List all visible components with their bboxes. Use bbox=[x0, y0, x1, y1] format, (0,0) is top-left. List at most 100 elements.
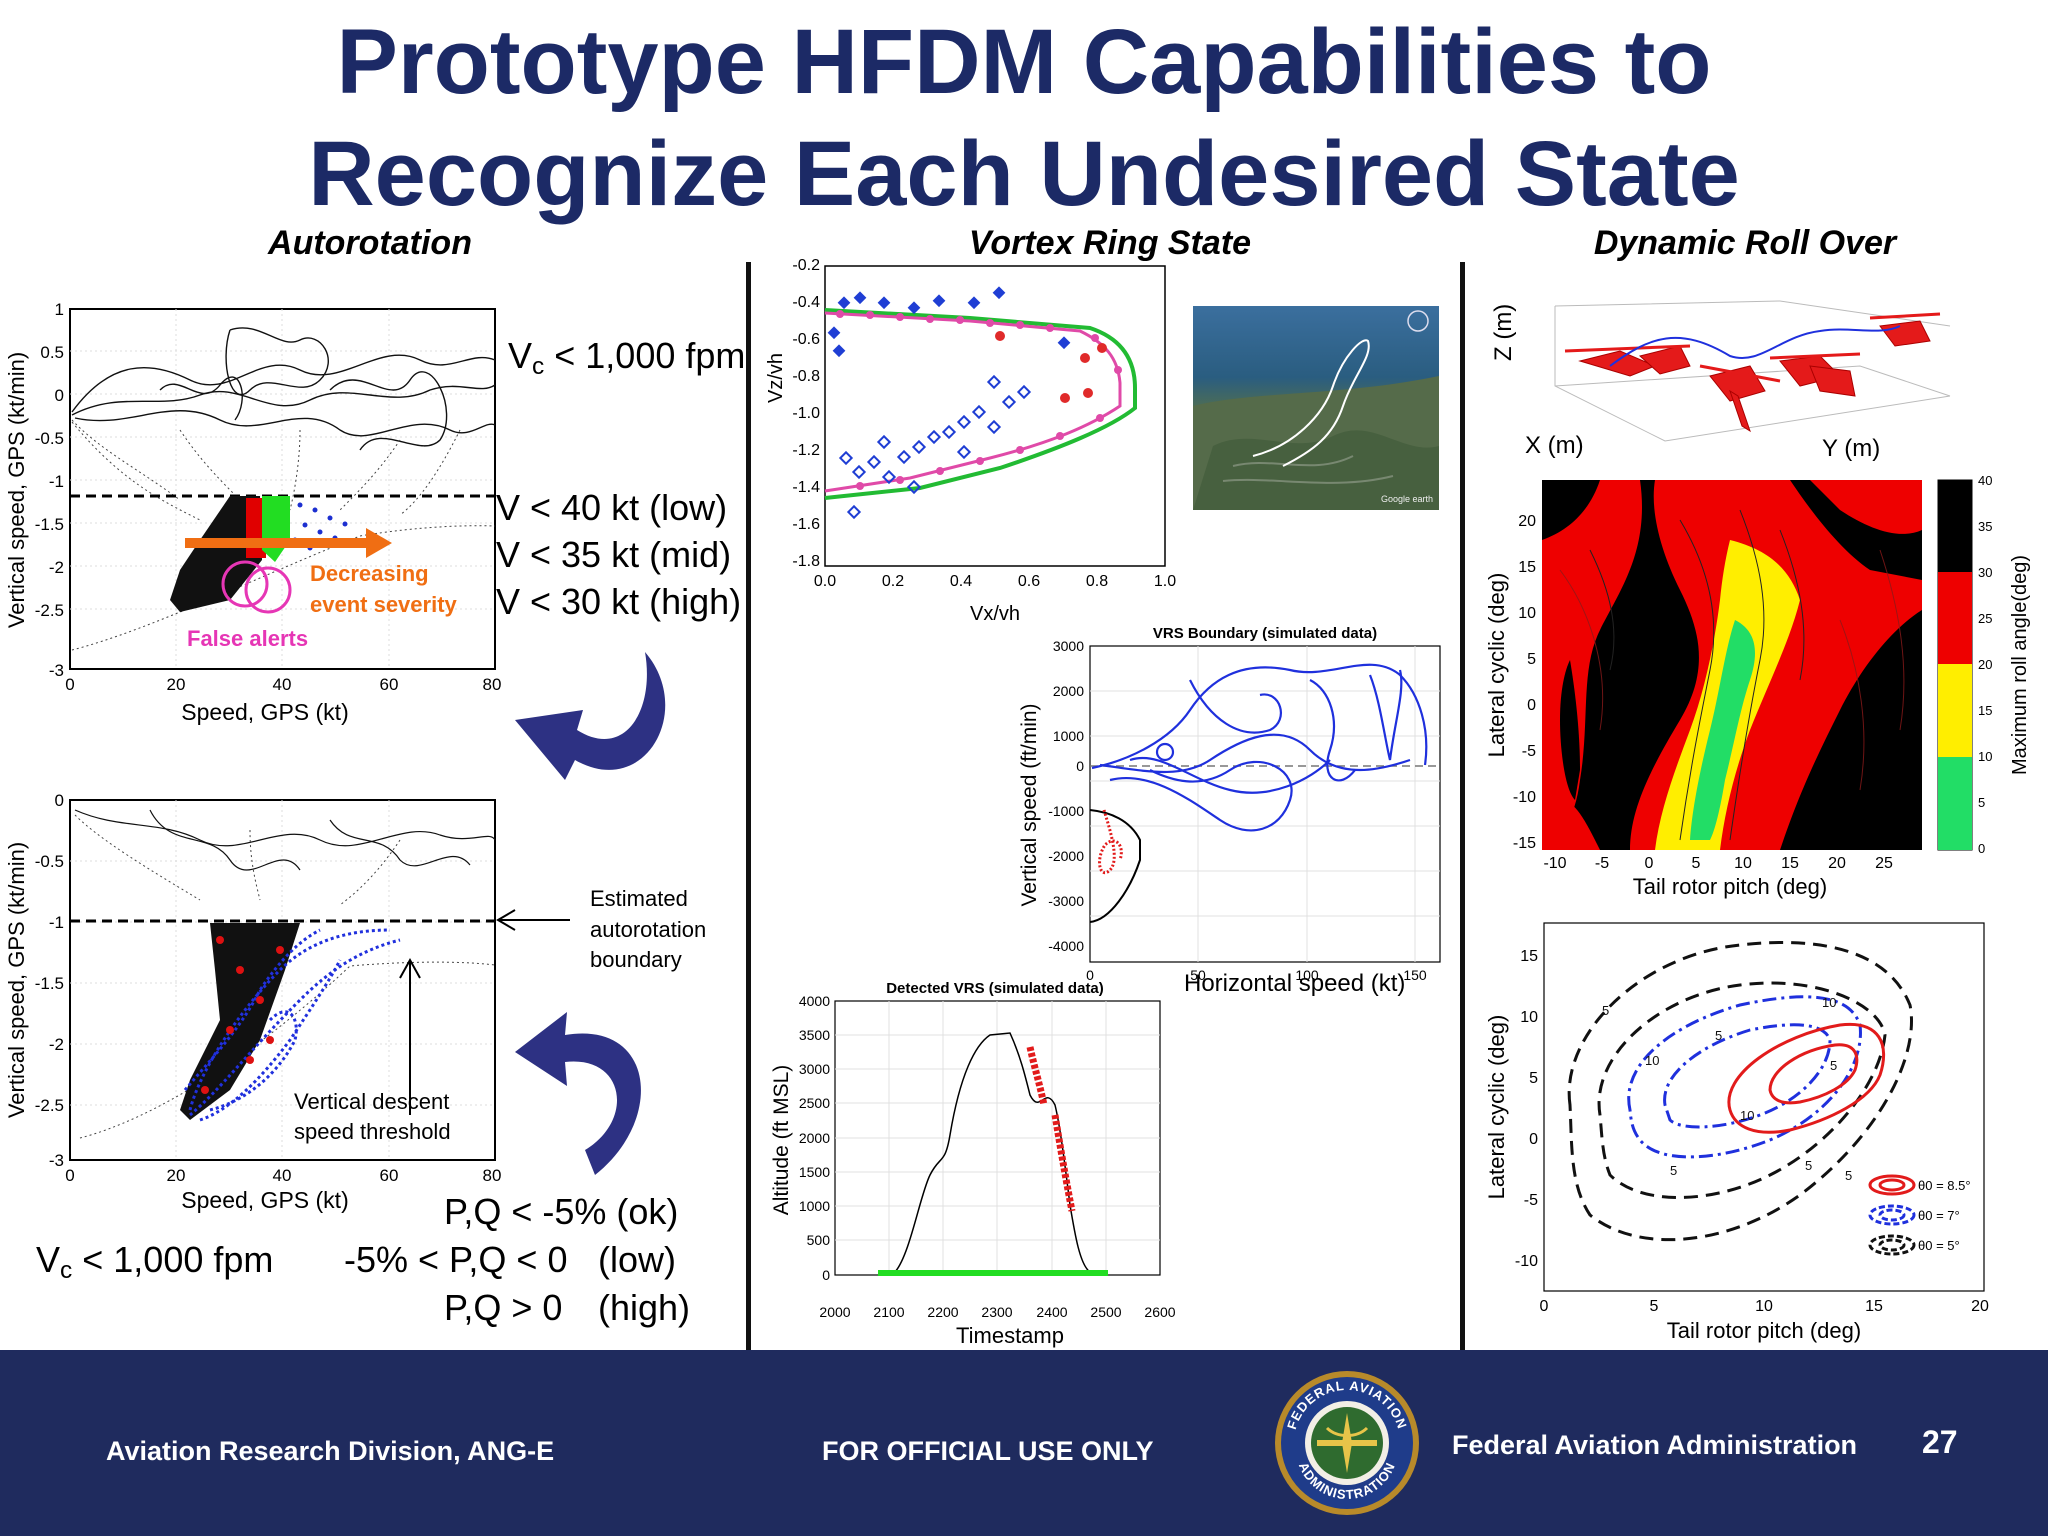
ytick: 5 bbox=[1529, 1070, 1538, 1087]
autorotation-chart-top: 1 0.5 0 -0.5 -1 -1.5 -2 -2.5 -3 0 20 40 … bbox=[4, 300, 502, 725]
ytick: 3000 bbox=[1053, 638, 1084, 654]
xtick: 2300 bbox=[981, 1304, 1012, 1320]
vertical-descent-label-2: speed threshold bbox=[294, 1119, 451, 1144]
ytick: 3000 bbox=[799, 1061, 830, 1077]
false-alerts-label: False alerts bbox=[187, 626, 309, 651]
y-axis-label: Lateral cyclic (deg) bbox=[1484, 1015, 1509, 1200]
ytick: 20 bbox=[1518, 513, 1536, 530]
svg-text:5: 5 bbox=[1670, 1163, 1677, 1178]
ytick: -1.0 bbox=[792, 405, 820, 422]
xtick: 0.0 bbox=[814, 573, 836, 590]
ytick: 10 bbox=[1518, 605, 1536, 622]
legend-item: θ0 = 5° bbox=[1918, 1238, 1960, 1253]
ytick: -1.5 bbox=[35, 515, 64, 534]
ytick: 1500 bbox=[799, 1164, 830, 1180]
x-axis-label: Speed, GPS (kt) bbox=[181, 699, 348, 725]
ytick: -3 bbox=[49, 1151, 64, 1170]
ytick: 0 bbox=[822, 1267, 830, 1283]
ytick: -0.6 bbox=[792, 331, 820, 348]
ytick: 0 bbox=[55, 386, 64, 405]
vrs-scatter-chart: -0.2 -0.4 -0.6 -0.8 -1.0 -1.2 -1.4 -1.6 … bbox=[765, 258, 1176, 625]
xtick: 0 bbox=[1540, 1298, 1549, 1315]
ytick: -1 bbox=[49, 472, 64, 491]
ytick: 2500 bbox=[799, 1095, 830, 1111]
ytick: -3 bbox=[49, 661, 64, 680]
ytick: 0.5 bbox=[40, 343, 64, 362]
ytick: -0.8 bbox=[792, 368, 820, 385]
xtick: 2000 bbox=[819, 1304, 850, 1320]
column-heading-dynamic-rollover: Dynamic Roll Over bbox=[1593, 224, 1897, 262]
ytick: -0.5 bbox=[35, 852, 64, 871]
ytick: 1000 bbox=[1053, 728, 1084, 744]
xtick: 0 bbox=[1086, 967, 1094, 983]
ytick: -5 bbox=[1522, 743, 1536, 760]
xtick: 5 bbox=[1650, 1298, 1659, 1315]
detected-vrs-chart: Detected VRS (simulated data) 4000 3500 … bbox=[770, 980, 1176, 1348]
xtick: 2500 bbox=[1090, 1304, 1121, 1320]
ytick: -2.5 bbox=[35, 1096, 64, 1115]
ytick: 0 bbox=[1076, 758, 1084, 774]
speed-threshold-low: V < 40 kt (low) bbox=[496, 487, 728, 528]
xtick: 0 bbox=[65, 1166, 74, 1185]
xtick: 40 bbox=[273, 675, 292, 694]
y-axis-label: Vz/vh bbox=[765, 353, 787, 403]
ytick: -10 bbox=[1515, 1253, 1538, 1270]
y-axis-label: Y (m) bbox=[1822, 435, 1880, 462]
ytick: -1.4 bbox=[792, 479, 820, 496]
curved-arrow-top bbox=[515, 652, 666, 780]
ytick: -2000 bbox=[1048, 848, 1084, 864]
xtick: 10 bbox=[1755, 1298, 1773, 1315]
ytick: -0.2 bbox=[792, 258, 820, 274]
ytick: -1.8 bbox=[792, 553, 820, 570]
ytick: 10 bbox=[1520, 1009, 1538, 1026]
vrs-boundary-chart: VRS Boundary (simulated data) 3000 2000 … bbox=[1018, 625, 1441, 983]
cbar-tick: 10 bbox=[1978, 749, 1992, 764]
x-axis-label: Tail rotor pitch (deg) bbox=[1633, 874, 1827, 899]
slide-title-line-1: Prototype HFDM Capabilities to bbox=[336, 11, 1712, 113]
decreasing-label-1: Decreasing bbox=[310, 561, 429, 586]
rollover-3d-plot: Z (m) X (m) Y (m) bbox=[1490, 300, 1951, 462]
pq-high-level: (high) bbox=[598, 1287, 691, 1328]
ytick: -2 bbox=[49, 558, 64, 577]
autorotation-condition-vc: Vc < 1,000 fpm bbox=[508, 335, 746, 381]
ytick: -1.2 bbox=[792, 442, 820, 459]
boundary-arrows bbox=[399, 909, 570, 1115]
decreasing-label-2: event severity bbox=[310, 592, 457, 617]
estimated-boundary-label-3: boundary bbox=[590, 947, 682, 972]
xtick: 1.0 bbox=[1154, 573, 1176, 590]
legend-item: θ0 = 7° bbox=[1918, 1208, 1960, 1223]
cbar-tick: 30 bbox=[1978, 565, 1992, 580]
estimated-boundary-label-2: autorotation bbox=[590, 917, 707, 942]
autorotation-chart-bottom: 0 -0.5 -1 -1.5 -2 -2.5 -3 0 20 40 60 80 … bbox=[4, 791, 501, 1213]
ytick: 1000 bbox=[799, 1198, 830, 1214]
autorotation-condition-vc-bottom: Vc < 1,000 fpm bbox=[36, 1239, 274, 1285]
xtick: 20 bbox=[1828, 855, 1846, 872]
pq-ok-label: P,Q < -5% (ok) bbox=[444, 1191, 679, 1232]
xtick: 15 bbox=[1865, 1298, 1883, 1315]
cbar-tick: 40 bbox=[1978, 473, 1992, 488]
cbar-tick: 25 bbox=[1978, 611, 1992, 626]
xtick: 20 bbox=[167, 675, 186, 694]
svg-text:10: 10 bbox=[1645, 1053, 1659, 1068]
column-divider-left bbox=[746, 262, 751, 1350]
xtick: -5 bbox=[1595, 855, 1609, 872]
svg-text:5: 5 bbox=[1805, 1158, 1812, 1173]
speed-threshold-high: V < 30 kt (high) bbox=[496, 581, 742, 622]
xtick: 0.2 bbox=[882, 573, 904, 590]
y-axis-label: Vertical speed (ft/min) bbox=[1018, 703, 1041, 906]
ytick: -1 bbox=[49, 913, 64, 932]
y-axis-label: Vertical speed, GPS (kt/min) bbox=[4, 352, 29, 628]
xtick: 150 bbox=[1403, 967, 1427, 983]
ytick: -1.5 bbox=[35, 974, 64, 993]
xtick: 2400 bbox=[1036, 1304, 1067, 1320]
ytick: -0.5 bbox=[35, 429, 64, 448]
ytick: 0 bbox=[1529, 1131, 1538, 1148]
xtick: 20 bbox=[167, 1166, 186, 1185]
xtick: 15 bbox=[1781, 855, 1799, 872]
xtick: 10 bbox=[1734, 855, 1752, 872]
xtick: 80 bbox=[483, 675, 502, 694]
x-axis-label: Vx/vh bbox=[970, 603, 1020, 625]
xtick: 0 bbox=[65, 675, 74, 694]
x-axis-label: Timestamp bbox=[956, 1323, 1064, 1348]
ytick: 2000 bbox=[1053, 683, 1084, 699]
